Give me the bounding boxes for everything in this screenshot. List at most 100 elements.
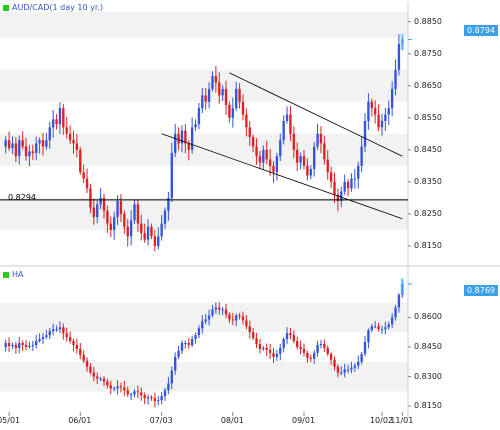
- main-candle-body: [140, 223, 143, 234]
- main-candle-body: [14, 143, 18, 157]
- ha-candle-body: [326, 347, 329, 354]
- main-candle-body: [160, 223, 163, 237]
- ha-candle-body: [167, 383, 170, 391]
- main-candle-body: [38, 140, 41, 144]
- ha-candle-body: [51, 329, 55, 332]
- main-candle-body: [312, 146, 316, 170]
- main-candle-body: [251, 137, 255, 147]
- legend-swatch-icon: [3, 271, 9, 278]
- main-candle-body: [96, 204, 99, 218]
- main-candle-body: [18, 140, 21, 157]
- ha-candle-body: [336, 366, 340, 373]
- main-candle-body: [55, 119, 58, 125]
- ha-candle-body: [58, 327, 62, 330]
- main-candle-body: [41, 140, 45, 147]
- ha-candle-body: [68, 337, 72, 342]
- main-candle-body: [112, 217, 116, 230]
- main-candle-body: [170, 153, 173, 198]
- x-tick-label: 10/02: [369, 416, 394, 425]
- main-candle-body: [299, 156, 302, 163]
- ha-candle-body: [221, 309, 224, 311]
- main-candle-body: [360, 146, 363, 166]
- ha-last-price-badge: 0.8769: [464, 285, 498, 296]
- main-candle-body: [367, 101, 370, 121]
- ha-candle-body: [28, 345, 31, 347]
- main-candle-body: [150, 226, 153, 237]
- main-candle-body: [258, 156, 262, 163]
- main-candle-body: [187, 143, 190, 150]
- main-candle-body: [241, 101, 245, 115]
- main-candle-body: [102, 197, 106, 211]
- ha-candle-body: [55, 329, 58, 331]
- main-candle-body: [7, 140, 11, 149]
- main-y-tick-label: 0.8350: [414, 176, 442, 186]
- ha-candle-body: [150, 397, 153, 399]
- main-candle-body: [265, 149, 268, 160]
- ha-candle-body: [123, 387, 126, 391]
- ha-candle-body: [346, 369, 350, 371]
- main-grid-band: [0, 12, 408, 38]
- ha-candle-body: [45, 335, 48, 338]
- main-candle-body: [353, 178, 357, 180]
- main-candle-body: [136, 204, 140, 224]
- ha-candle-body: [79, 348, 82, 355]
- ha-candle-body: [11, 345, 14, 346]
- ha-y-tick-label: 0.8600: [414, 312, 442, 322]
- main-candle-body: [194, 124, 197, 128]
- ha-candle-body: [343, 369, 346, 373]
- main-candle-body: [380, 120, 384, 128]
- main-candle-body: [211, 76, 214, 89]
- main-candle-body: [99, 197, 102, 205]
- main-candle-body: [238, 88, 241, 102]
- main-candle-body: [11, 143, 14, 149]
- ha-candle-body: [279, 347, 282, 354]
- ha-candle-body: [153, 398, 157, 402]
- ha-candle-body: [187, 343, 190, 345]
- main-candle-body: [279, 140, 282, 157]
- main-candle-body: [262, 149, 265, 163]
- ha-candle-body: [299, 346, 302, 349]
- ha-candle-body: [370, 326, 373, 331]
- ha-candle-body: [340, 372, 343, 374]
- main-candle-body: [346, 181, 350, 189]
- main-y-tick-label: 0.8650: [414, 80, 442, 90]
- ha-candle-body: [360, 353, 363, 362]
- ha-candle-body: [380, 329, 384, 331]
- main-candle-body: [92, 207, 96, 218]
- ha-candle-body: [390, 317, 394, 325]
- ha-candle-body: [357, 361, 360, 366]
- main-candle-body: [4, 140, 7, 147]
- ha-candle-body: [329, 353, 333, 360]
- ha-candle-body: [143, 395, 146, 399]
- ha-candle-body: [41, 337, 45, 340]
- main-candle-body: [204, 95, 207, 102]
- ha-candle-body: [7, 343, 11, 346]
- ha-grid-band: [0, 361, 408, 392]
- ha-candle-body: [184, 343, 187, 345]
- ha-candle-body: [116, 386, 119, 389]
- ha-candle-body: [72, 341, 75, 345]
- x-tick-label: 05/01: [0, 416, 21, 425]
- main-last-bar-highlight: [400, 33, 404, 50]
- main-candle-body: [374, 108, 377, 115]
- ha-candle-body: [353, 365, 357, 368]
- ha-candle-body: [363, 342, 367, 354]
- main-candle-body: [180, 130, 184, 144]
- x-tick-label: 11/01: [390, 416, 414, 425]
- main-candle-body: [82, 172, 85, 179]
- ha-candle-body: [31, 345, 34, 346]
- main-candle-body: [214, 76, 218, 83]
- main-candle-body: [268, 159, 272, 166]
- ha-candle-body: [146, 397, 150, 399]
- main-grid-band: [0, 197, 408, 230]
- ha-candle-body: [228, 314, 231, 320]
- x-tick-label: 06/01: [68, 416, 92, 425]
- main-candle-body: [397, 44, 401, 70]
- ha-candle-body: [48, 331, 51, 336]
- ha-candle-body: [136, 391, 140, 393]
- main-candle-body: [24, 146, 28, 157]
- main-candle-body: [370, 101, 373, 109]
- main-candle-body: [133, 204, 136, 221]
- main-candle-body: [292, 133, 296, 150]
- main-candle-body: [177, 133, 180, 144]
